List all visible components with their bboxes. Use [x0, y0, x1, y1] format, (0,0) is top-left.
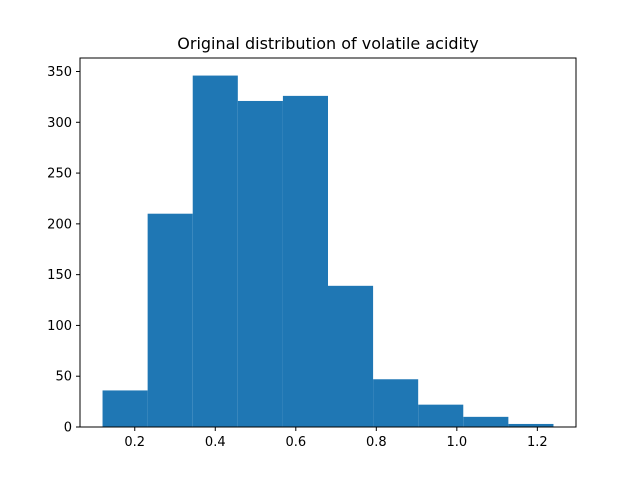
plot-frame	[79, 57, 577, 428]
y-tick-label: 250	[47, 167, 72, 182]
x-tick-label: 0.6	[285, 435, 306, 450]
x-tick-label: 0.4	[205, 435, 226, 450]
histogram-bar	[102, 390, 148, 427]
histogram-bar	[147, 213, 193, 427]
y-tick-label: 50	[55, 370, 72, 385]
x-tick-label: 0.8	[366, 435, 387, 450]
histogram-bar	[237, 100, 283, 427]
y-tick-label: 150	[47, 268, 72, 283]
histogram-bar	[328, 285, 374, 427]
y-tick-label: 0	[64, 421, 72, 436]
x-tick-label: 1.2	[527, 435, 548, 450]
histogram-bar	[282, 95, 328, 427]
bars-group	[102, 75, 554, 428]
y-tick-label: 200	[47, 217, 72, 232]
y-tick-label: 100	[47, 319, 72, 334]
histogram-bar	[508, 423, 554, 427]
y-tick-label: 350	[47, 65, 72, 80]
chart-title: Original distribution of volatile acidit…	[177, 34, 478, 53]
y-tick-label: 300	[47, 116, 72, 131]
y-axis: 0 50 100 150 200 250 300 350	[47, 65, 80, 436]
x-tick-label: 1.0	[446, 435, 467, 450]
histogram-bar	[192, 75, 238, 428]
histogram-bar	[373, 379, 419, 427]
histogram-bar	[418, 404, 464, 427]
x-tick-label: 0.2	[124, 435, 145, 450]
histogram-bar	[463, 416, 509, 427]
x-axis: 0.2 0.4 0.6 0.8 1.0 1.2	[124, 427, 548, 450]
